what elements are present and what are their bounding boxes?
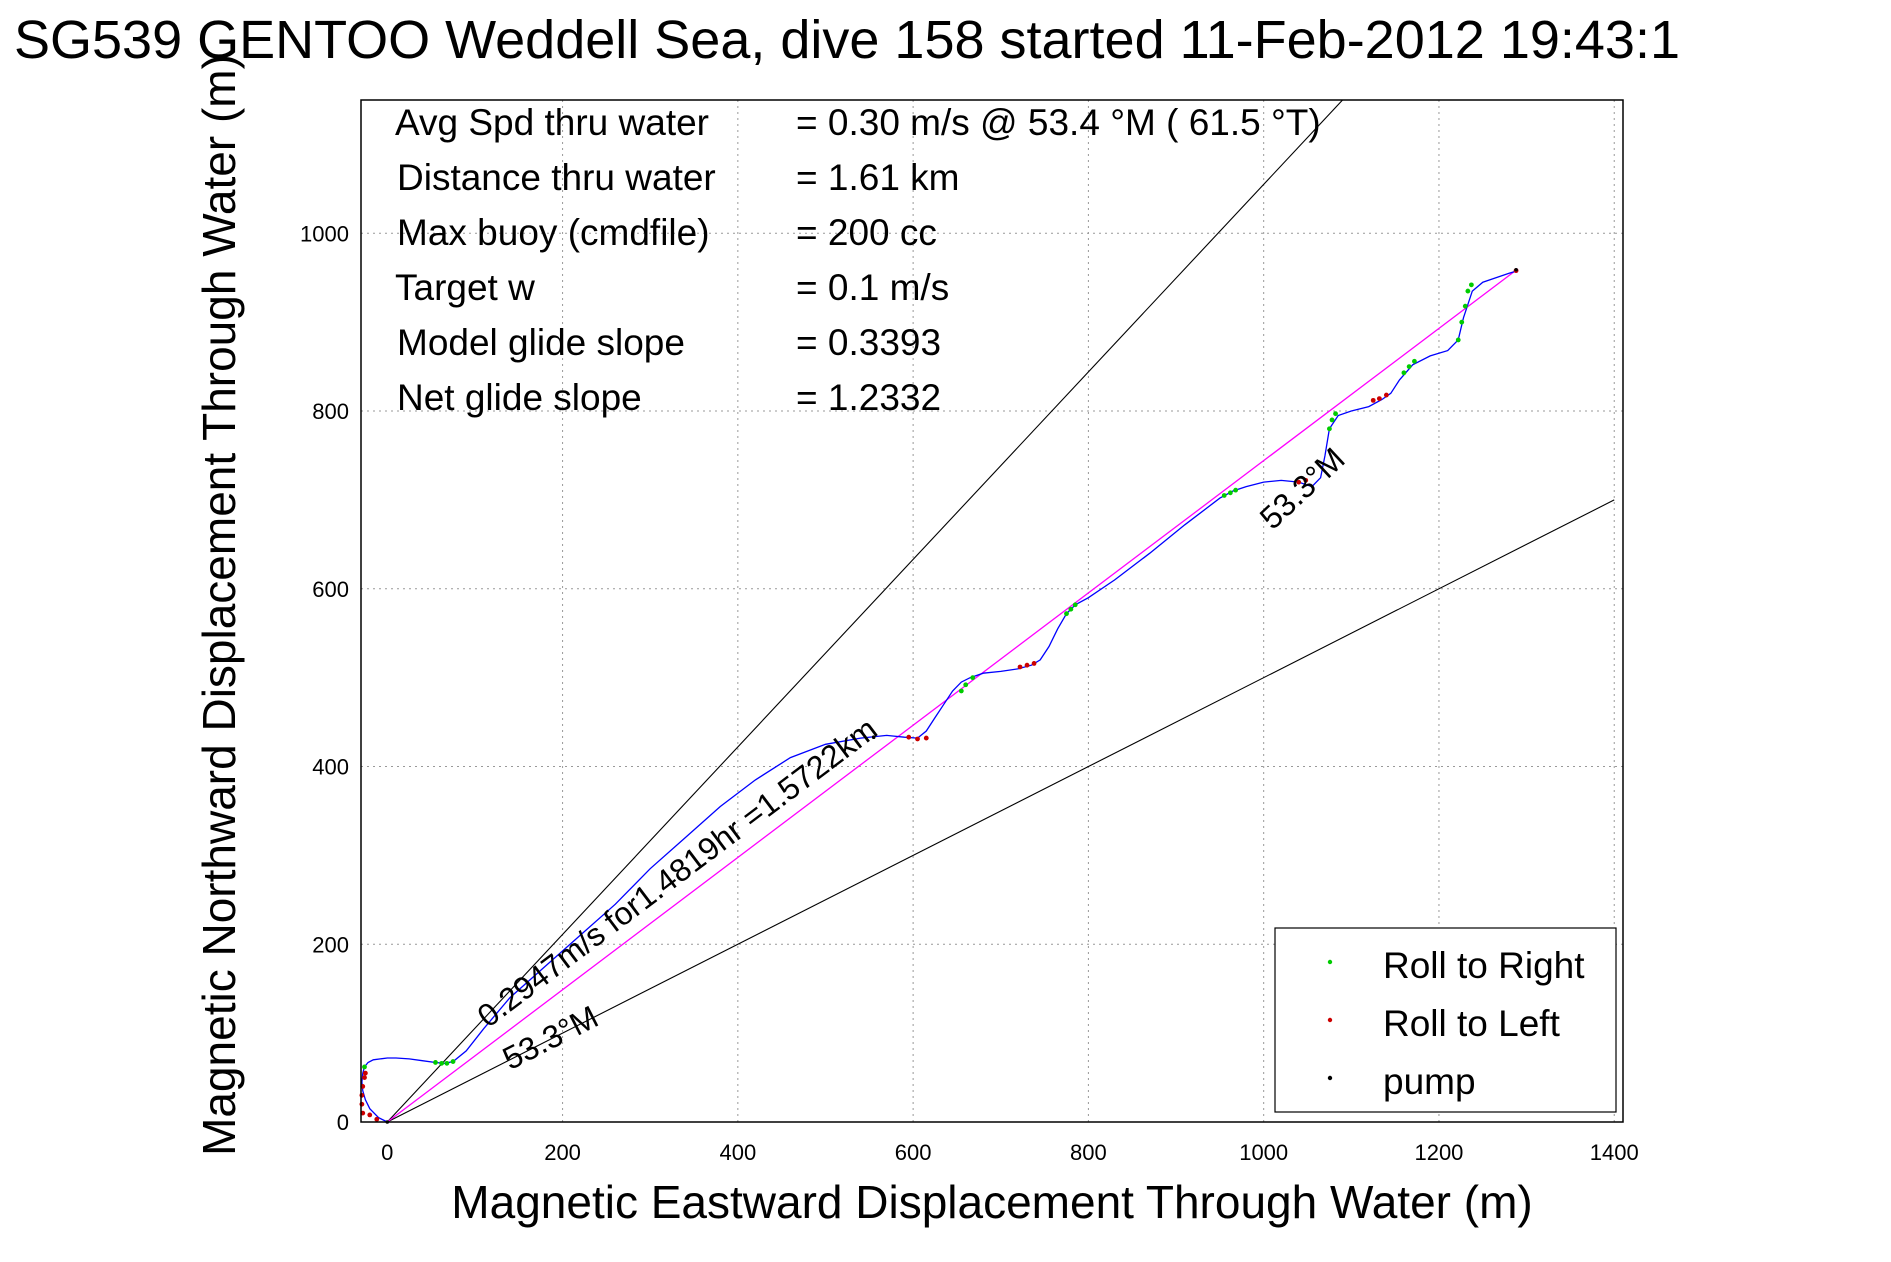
roll-right-point	[1233, 487, 1239, 493]
roll-left-point	[915, 736, 920, 742]
roll-right-point	[1465, 288, 1471, 294]
roll-right-point	[1455, 337, 1461, 343]
legend-label-pump: pump	[1383, 1061, 1476, 1102]
x-axis-label: Magnetic Eastward Displacement Through W…	[451, 1176, 1532, 1228]
summary-value-net-glide: = 1.2332	[796, 377, 941, 418]
roll-right-point	[433, 1060, 438, 1065]
roll-left-point	[1296, 479, 1302, 485]
roll-left-point	[923, 735, 929, 741]
roll-right-point	[1333, 411, 1338, 417]
x-tick-label: 600	[895, 1140, 932, 1165]
heading-bound-line	[386, 99, 1343, 1123]
roll-right-point	[1412, 358, 1417, 364]
heading-bound-line	[387, 499, 1615, 1123]
y-tick-label: 800	[312, 399, 349, 424]
x-tick-label: 400	[719, 1140, 756, 1165]
roll-right-point	[1459, 319, 1465, 325]
roll-left-point	[359, 1092, 365, 1098]
legend-label-roll-left: Roll to Left	[1383, 1003, 1561, 1044]
summary-label-distance: Distance thru water	[397, 157, 716, 198]
roll-right-point	[1227, 490, 1233, 496]
y-tick-label: 600	[312, 577, 349, 602]
x-tick-label: 1400	[1590, 1140, 1639, 1165]
roll-right-point	[1462, 303, 1468, 309]
roll-right-point	[1327, 426, 1332, 432]
roll-left-point	[1370, 397, 1376, 403]
roll-left-point	[1383, 392, 1389, 398]
roll-right-point	[1064, 611, 1069, 617]
chart-title: SG539 GENTOO Weddell Sea, dive 158 start…	[14, 10, 1680, 70]
summary-label-max-buoy: Max buoy (cmdfile)	[397, 212, 710, 253]
roll-right-point	[958, 688, 964, 694]
summary-value-avg-speed: = 0.30 m/s @ 53.4 °M ( 61.5 °T)	[796, 102, 1321, 143]
summary-value-distance: = 1.61 km	[796, 157, 960, 198]
summary-label-net-glide: Net glide slope	[397, 377, 642, 418]
x-tick-labels: 0 200 400 600 800 1000 1200 1400	[381, 1140, 1639, 1165]
roll-left-point	[1031, 661, 1037, 666]
legend-marker-roll-left	[1327, 1017, 1333, 1023]
y-tick-label: 200	[312, 932, 349, 957]
roll-left-point	[1376, 396, 1382, 402]
roll-right-point	[1072, 602, 1078, 608]
roll-left-point	[1303, 477, 1309, 483]
roll-left-point	[362, 1075, 367, 1080]
annotation-label: 53.3°M	[1253, 440, 1352, 536]
y-tick-labels: 0 200 400 600 800 1000	[300, 221, 349, 1135]
x-tick-label: 1000	[1239, 1140, 1288, 1165]
roll-left-point	[1017, 664, 1023, 670]
pump-point	[1514, 267, 1518, 272]
glider-track-line	[361, 269, 1518, 1123]
x-tick-label: 800	[1070, 1140, 1107, 1165]
legend: Roll to Right Roll to Left pump	[1274, 927, 1617, 1113]
y-tick-label: 0	[337, 1110, 349, 1135]
grid-lines	[361, 100, 1623, 1122]
y-tick-label: 400	[312, 755, 349, 780]
x-tick-label: 200	[544, 1140, 581, 1165]
summary-value-target-w: = 0.1 m/s	[796, 267, 949, 308]
x-tick-label: 0	[381, 1140, 393, 1165]
roll-right-point	[1221, 493, 1227, 498]
roll-right-point	[970, 675, 976, 681]
annotation-label: 0.2947m/s for1.4819hr =1.5722km	[471, 711, 884, 1035]
roll-right-point	[1329, 417, 1335, 423]
roll-right-point	[1468, 282, 1474, 288]
roll-right-point	[1401, 370, 1407, 376]
legend-marker-roll-right	[1327, 959, 1333, 965]
legend-label-roll-right: Roll to Right	[1383, 945, 1585, 986]
summary-label-avg-speed: Avg Spd thru water	[395, 102, 709, 143]
roll-right-point	[439, 1060, 445, 1066]
y-tick-label: 1000	[300, 221, 349, 246]
y-axis-label: Magnetic Northward Displacement Through …	[193, 54, 245, 1156]
marker-group	[359, 267, 1519, 1124]
net-course-line	[386, 268, 1519, 1123]
roll-left-point	[906, 734, 912, 740]
roll-right-point	[963, 682, 969, 688]
track-group	[361, 269, 1518, 1123]
summary-block: Avg Spd thru water = 0.30 m/s @ 53.4 °M …	[395, 102, 1321, 418]
reference-lines	[386, 99, 1615, 1123]
roll-right-point	[1406, 364, 1412, 370]
roll-left-point	[359, 1101, 365, 1107]
roll-right-point	[362, 1064, 367, 1070]
annotation-group: 0.2947m/s for1.4819hr =1.5722km53.3°M53.…	[471, 440, 1352, 1076]
summary-value-model-glide: = 0.3393	[796, 322, 941, 363]
roll-right-point	[450, 1059, 456, 1064]
roll-left-point	[367, 1112, 373, 1118]
x-tick-label: 1200	[1414, 1140, 1463, 1165]
pump-point	[871, 735, 876, 739]
summary-value-max-buoy: = 200 cc	[796, 212, 937, 253]
roll-left-point	[374, 1116, 380, 1122]
roll-left-point	[362, 1070, 368, 1076]
legend-marker-pump	[1327, 1075, 1333, 1081]
summary-label-target-w: Target w	[395, 267, 535, 308]
summary-label-model-glide: Model glide slope	[397, 322, 685, 363]
roll-right-point	[444, 1060, 450, 1066]
plot-area-frame	[360, 99, 1624, 1123]
roll-right-point	[1068, 606, 1074, 612]
roll-left-point	[1024, 662, 1030, 668]
